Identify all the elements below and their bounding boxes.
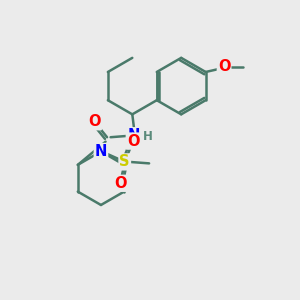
Text: S: S	[119, 154, 130, 169]
Text: O: O	[127, 134, 139, 148]
Text: O: O	[114, 176, 127, 191]
Text: N: N	[128, 128, 140, 143]
Text: N: N	[95, 144, 107, 159]
Text: H: H	[143, 130, 153, 143]
Text: O: O	[88, 114, 101, 129]
Text: O: O	[218, 59, 230, 74]
